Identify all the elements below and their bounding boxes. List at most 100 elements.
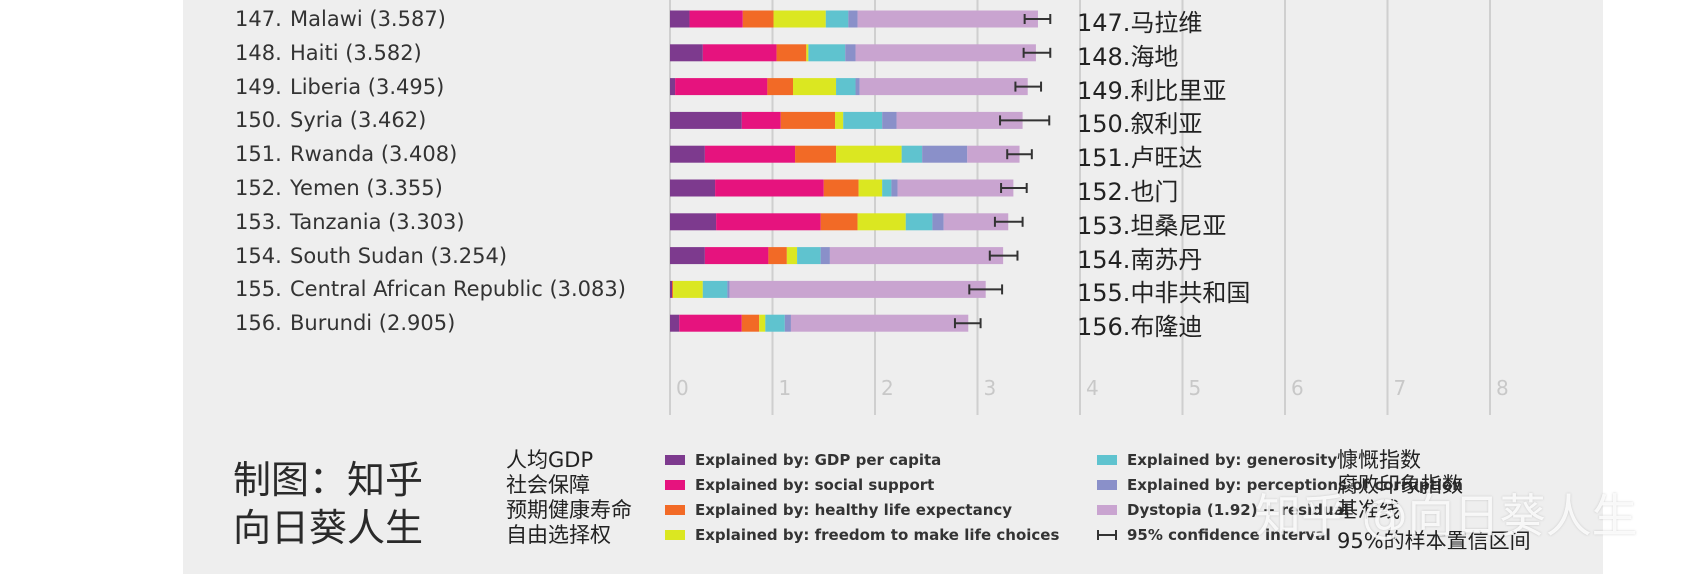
row-country: Syria (3.462) (290, 108, 427, 133)
bar-segment-6-4 (905, 213, 933, 231)
legend-cn-3: 自由选择权 (506, 523, 611, 547)
row-country: South Sudan (3.254) (290, 243, 508, 268)
bar-segment-7-6 (829, 247, 1004, 265)
bar-segment-5-3 (858, 179, 883, 197)
row-label-cn-3: 150.叙利亚 (1077, 110, 1203, 139)
bar-segment-4-4 (901, 145, 923, 163)
x-tick-label-0: 0 (676, 376, 689, 400)
bar-segment-5-2 (823, 179, 859, 197)
bar-segment-7-3 (786, 247, 798, 265)
row-label-cn-9: 156.布隆迪 (1077, 313, 1203, 342)
bar-segment-3-6 (896, 111, 1023, 129)
bar-segment-3-5 (882, 111, 897, 129)
bar-segment-3-2 (780, 111, 836, 129)
bar-segment-0-0 (670, 10, 690, 28)
ci-legend-icon (1097, 530, 1117, 540)
x-tick-label-1: 1 (778, 376, 792, 400)
bar-segment-8-5 (727, 280, 730, 298)
legend-cn-ci: 95%的样本置信区间 (1337, 529, 1531, 553)
legend-item-0: Explained by: GDP per capita (665, 451, 941, 469)
bar-segment-3-1 (741, 111, 781, 129)
legend-text: Explained by: GDP per capita (695, 451, 942, 469)
row-label-1: 148. Haiti (3.582) (235, 41, 422, 65)
legend-text: Explained by: social support (695, 476, 935, 494)
bar-segment-1-2 (776, 44, 807, 62)
bar-segment-2-3 (793, 78, 837, 96)
bar-segment-7-5 (820, 247, 830, 265)
bar-segment-2-2 (767, 78, 793, 96)
bar-segment-2-0 (670, 78, 676, 96)
row-label-cn-4: 151.卢旺达 (1077, 144, 1203, 173)
bar-segment-1-3 (806, 44, 809, 62)
row-label-cn-2: 149.利比里亚 (1077, 76, 1227, 105)
bar-segment-5-5 (891, 179, 898, 197)
bar-segment-8-0 (670, 280, 673, 298)
legend-item-6: Dystopia (1.92) + residual (1097, 501, 1349, 519)
bar-segment-5-6 (897, 179, 1014, 197)
legend-swatch (665, 505, 685, 515)
row-country: Malawi (3.587) (290, 7, 446, 31)
bar-segment-5-0 (670, 179, 716, 197)
bar-segment-7-4 (797, 247, 821, 265)
bar-segment-7-2 (768, 247, 787, 265)
bar-segment-2-6 (859, 78, 1028, 96)
bar-segment-4-0 (670, 145, 705, 163)
row-rank: 150. (235, 108, 282, 133)
bar-segment-9-3 (759, 314, 766, 332)
row-rank: 155. (235, 277, 282, 302)
bar-segment-6-0 (670, 213, 717, 231)
legend-item-1: Explained by: social support (665, 476, 934, 494)
legend-cn-5: 腐败印象指数 (1337, 473, 1463, 497)
bar-segment-8-4 (702, 280, 728, 298)
bar-segment-1-6 (855, 44, 1036, 62)
legend-item-4: Explained by: generosity (1097, 451, 1337, 469)
bar-segment-9-6 (790, 314, 969, 332)
x-tick-label-3: 3 (983, 376, 997, 400)
row-label-cn-8: 155.中非共和国 (1077, 279, 1251, 308)
bar-segment-6-1 (716, 213, 821, 231)
bar-segment-6-5 (932, 213, 944, 231)
x-tick-label-5: 5 (1188, 376, 1202, 400)
bar-segment-3-3 (835, 111, 844, 129)
row-label-cn-7: 154.南苏丹 (1077, 245, 1203, 274)
x-tick-label-4: 4 (1086, 376, 1099, 400)
bar-segment-8-6 (729, 280, 986, 298)
bar-segment-0-2 (742, 10, 774, 28)
row-label-9: 156. Burundi (2.905) (235, 311, 455, 335)
legend-cn-2: 预期健康寿命 (506, 498, 632, 522)
legend-text: 95% confidence interval (1127, 526, 1331, 544)
bar-segment-0-5 (848, 10, 858, 28)
bar-segment-0-1 (689, 10, 743, 28)
row-label-cn-5: 152.也门 (1077, 178, 1179, 206)
chart-credit: 制图：知乎 向日葵人生 (233, 456, 423, 552)
row-rank: 156. (235, 311, 282, 336)
bar-segment-8-2 (672, 280, 674, 298)
bar-segment-6-3 (857, 213, 906, 231)
row-country: Tanzania (3.303) (290, 209, 465, 234)
x-tick-label-2: 2 (881, 376, 894, 400)
watermark: 知乎 @向日葵人生 (1255, 489, 1638, 543)
legend-item-2: Explained by: healthy life expectancy (665, 501, 1012, 519)
legend-item-3: Explained by: freedom to make life choic… (665, 526, 1059, 544)
row-country: Central African Republic (3.083) (290, 277, 626, 302)
bar-segment-4-3 (836, 145, 902, 163)
legend-text: Explained by: generosity (1127, 451, 1338, 469)
legend-swatch (665, 455, 685, 465)
bar-segment-0-6 (857, 10, 1038, 28)
legend-text: Explained by: healthy life expectancy (695, 501, 1013, 519)
legend-cn-1: 社会保障 (506, 473, 590, 497)
row-country: Haiti (3.582) (290, 40, 422, 65)
legend-cn-4: 慷慨指数 (1337, 448, 1421, 472)
row-country: Yemen (3.355) (290, 176, 443, 200)
legend-item-ci: 95% confidence interval (1097, 526, 1331, 544)
bar-segment-0-4 (825, 10, 849, 28)
legend-swatch (1097, 455, 1117, 465)
legend-text: Explained by: perceptions of corruption (1127, 476, 1463, 494)
x-tick-label-7: 7 (1393, 376, 1407, 400)
bar-segment-1-5 (845, 44, 856, 62)
legend-cn-6: 基准线 (1337, 498, 1400, 522)
bar-segment-2-4 (836, 78, 856, 96)
legend-swatch (665, 480, 685, 490)
row-label-0: 147. Malawi (3.587) (235, 7, 446, 31)
row-rank: 151. (235, 142, 282, 167)
